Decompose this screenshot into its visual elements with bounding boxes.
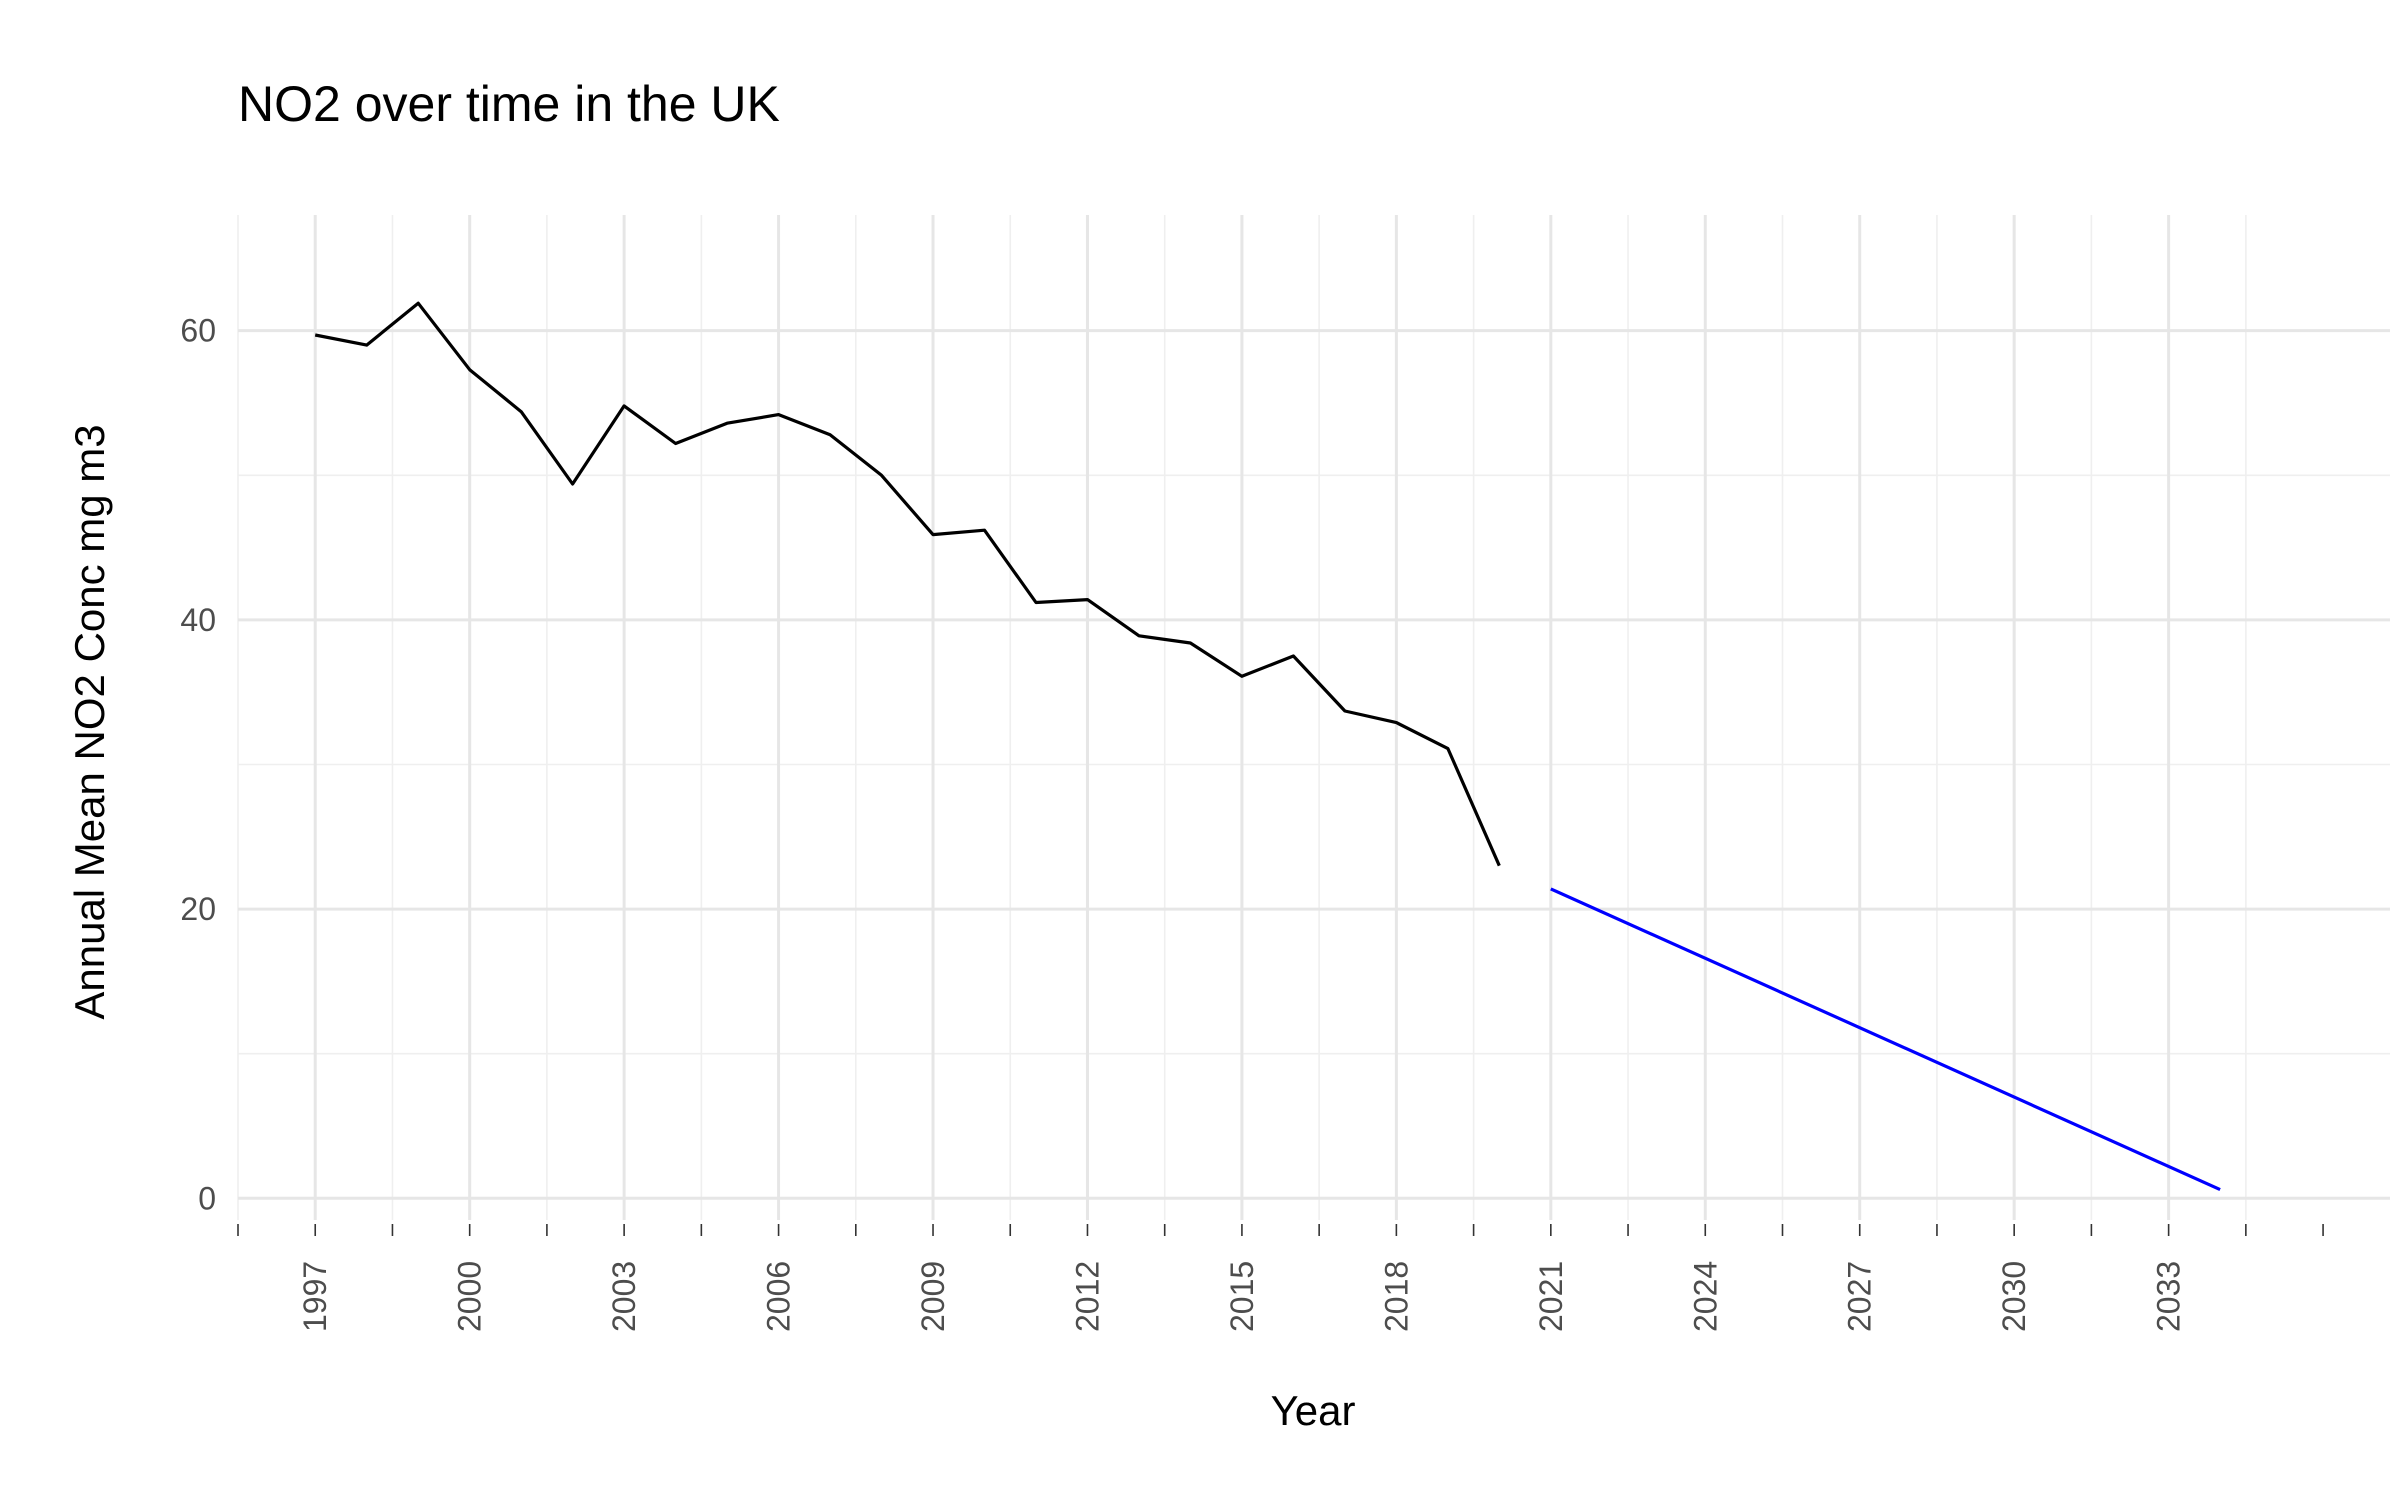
y-tick-label: 0 [198, 1180, 216, 1216]
grid-lines [237, 215, 2390, 1220]
x-tick-label: 2003 [606, 1261, 642, 1332]
x-tick-label: 2000 [452, 1261, 488, 1332]
projection-series-line [1550, 887, 2221, 1192]
x-tick-label: 2021 [1533, 1261, 1569, 1332]
x-tick-label: 2006 [761, 1261, 797, 1332]
x-tick-label: 2033 [2151, 1261, 2187, 1332]
x-axis-title: Year [1271, 1387, 1356, 1434]
observed-series-line [314, 301, 1501, 867]
x-tick-label: 2027 [1842, 1261, 1878, 1332]
chart-title: NO2 over time in the UK [238, 76, 780, 132]
x-tick-label: 2009 [915, 1261, 951, 1332]
x-tick-label: 1997 [297, 1261, 333, 1332]
x-tick-label: 2030 [1996, 1261, 2032, 1332]
x-tick-label: 2024 [1687, 1261, 1723, 1332]
y-tick-label: 60 [180, 313, 216, 349]
x-tick-label: 2018 [1378, 1261, 1414, 1332]
y-axis-title: Annual Mean NO2 Conc mg m3 [66, 424, 113, 1019]
x-tick-label: 2015 [1224, 1261, 1260, 1332]
y-tick-label: 20 [180, 891, 216, 927]
y-tick-label: 40 [180, 602, 216, 638]
axes: 1997 2000 2003 2006 2009 2012 2015 2018 2021 2024… [180, 313, 2324, 1332]
x-tick-label: 2012 [1069, 1261, 1105, 1332]
data-series [314, 301, 2221, 1192]
